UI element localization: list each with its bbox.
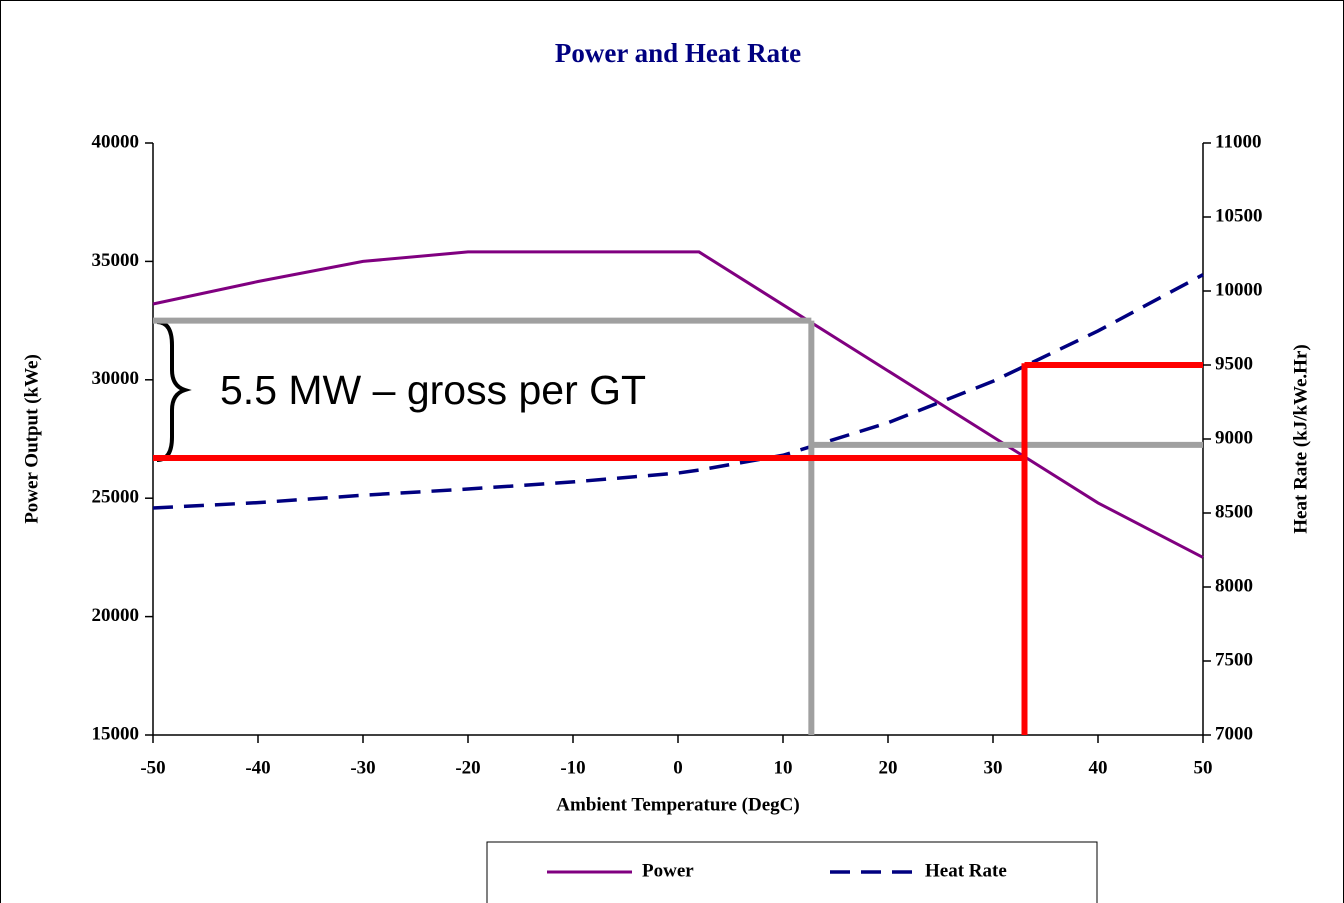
x-tick-label: 50 — [1194, 757, 1213, 778]
y-tick-label: 15000 — [92, 723, 140, 744]
x-tick-label: -20 — [455, 757, 480, 778]
x-tick-label: 10 — [774, 757, 793, 778]
x-tick-label: -10 — [560, 757, 585, 778]
y2-tick-label: 10500 — [1215, 205, 1263, 226]
y2-tick-label: 9500 — [1215, 353, 1253, 374]
brace — [156, 320, 192, 462]
x-tick-label: -40 — [245, 757, 270, 778]
x-tick-label: 20 — [879, 757, 898, 778]
x-axis-label: Ambient Temperature (DegC) — [556, 794, 799, 815]
y-tick-label: 40000 — [92, 131, 140, 152]
x-tick-label: 30 — [984, 757, 1003, 778]
annotation: 5.5 MW – gross per GT — [220, 367, 646, 413]
x-tick-label: 0 — [673, 757, 683, 778]
y2-tick-label: 8500 — [1215, 501, 1253, 522]
series-line — [152, 250, 1204, 559]
x-tick-label: -30 — [350, 757, 375, 778]
y-tick-label: 35000 — [92, 250, 140, 271]
y2-tick-label: 10000 — [1215, 279, 1263, 300]
y2-tick-label: 9000 — [1215, 427, 1253, 448]
x-tick-label: -50 — [140, 757, 165, 778]
legend-label: Heat Rate — [925, 860, 1007, 881]
y-tick-label: 25000 — [92, 487, 140, 508]
y2-axis-label: Heat Rate (kJ/kWe.Hr) — [1290, 344, 1311, 533]
chart-title: Power and Heat Rate — [555, 38, 801, 68]
y-axis-label: Power Output (kWe) — [21, 354, 42, 524]
y2-tick-label: 7500 — [1215, 649, 1253, 670]
x-tick-label: 40 — [1089, 757, 1108, 778]
y2-tick-label: 8000 — [1215, 575, 1253, 596]
series-line — [152, 273, 1204, 510]
y-tick-label: 30000 — [92, 368, 140, 389]
y2-tick-label: 7000 — [1215, 723, 1253, 744]
y2-tick-label: 11000 — [1215, 131, 1261, 152]
legend-label: Power — [642, 860, 694, 881]
y-tick-label: 20000 — [92, 605, 140, 626]
